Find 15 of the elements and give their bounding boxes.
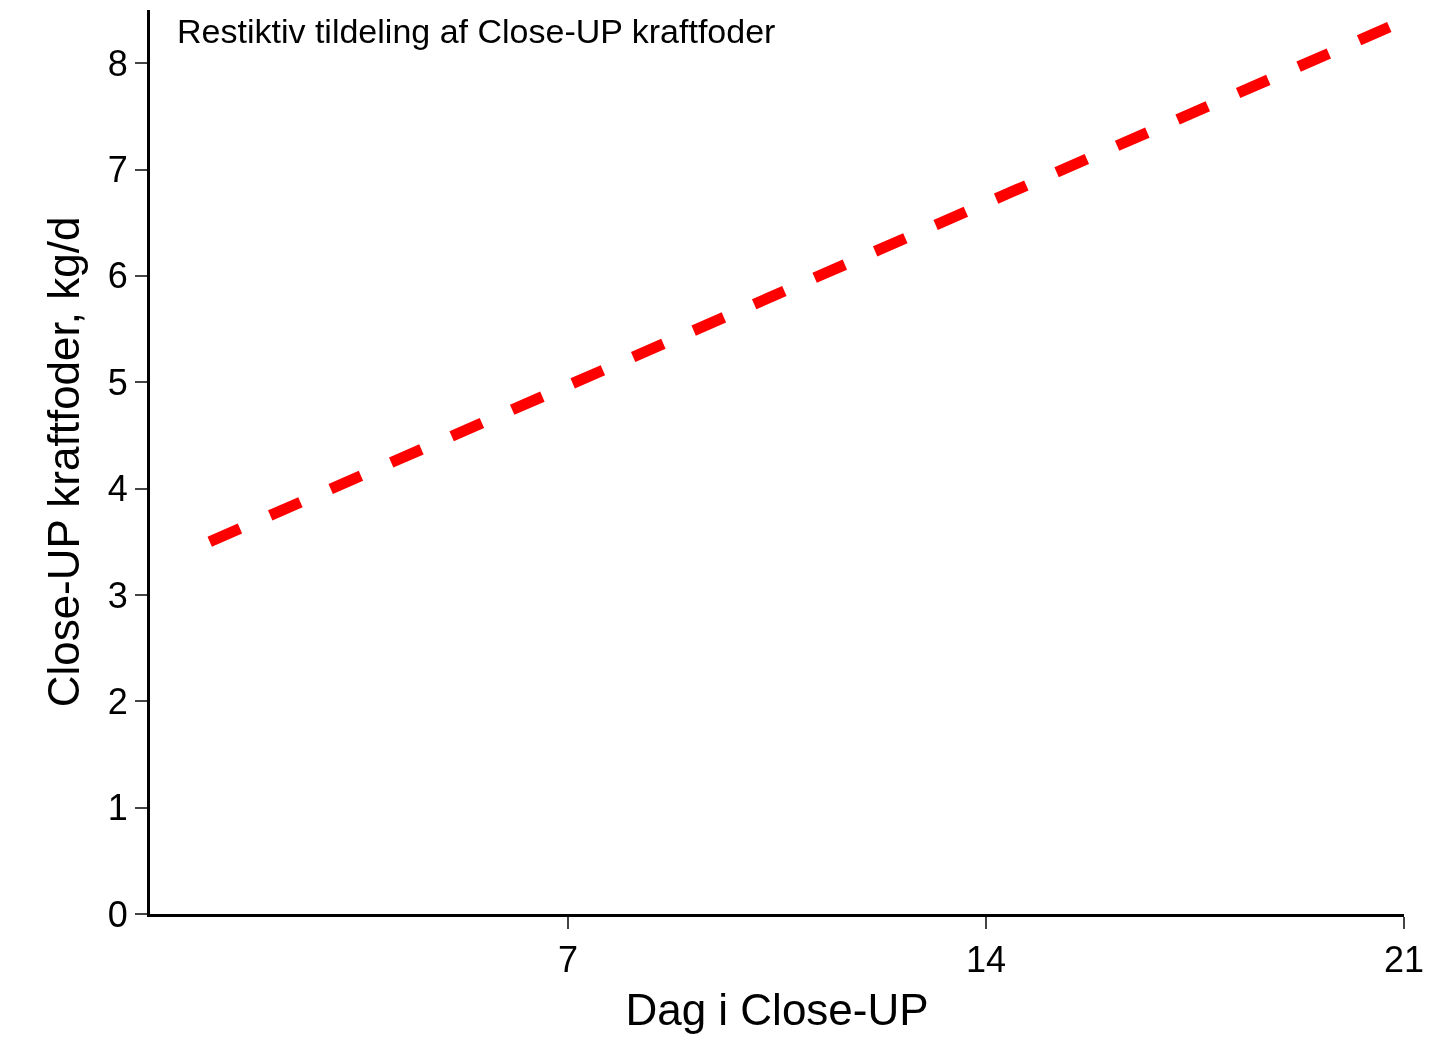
y-tick-label: 0 — [107, 893, 128, 935]
y-tick-label: 4 — [107, 468, 128, 510]
x-tick-label: 7 — [557, 939, 579, 981]
y-tick-label: 2 — [107, 680, 128, 722]
x-tick-label: 14 — [965, 939, 1007, 981]
chart-title: Restiktiv tildeling af Close-UP kraftfoder — [177, 12, 776, 50]
y-tick-label: 6 — [107, 255, 128, 297]
y-axis-title: Close-UP kraftfoder, kg/d — [38, 216, 88, 708]
y-tick-label: 7 — [107, 149, 128, 191]
y-tick-label: 5 — [107, 361, 128, 403]
y-tick-label: 1 — [107, 787, 128, 829]
y-tick-label: 8 — [107, 42, 128, 84]
y-tick-label: 3 — [107, 574, 128, 616]
x-tick-label: 21 — [1383, 939, 1425, 981]
x-axis-title: Dag i Close-UP — [625, 984, 929, 1034]
